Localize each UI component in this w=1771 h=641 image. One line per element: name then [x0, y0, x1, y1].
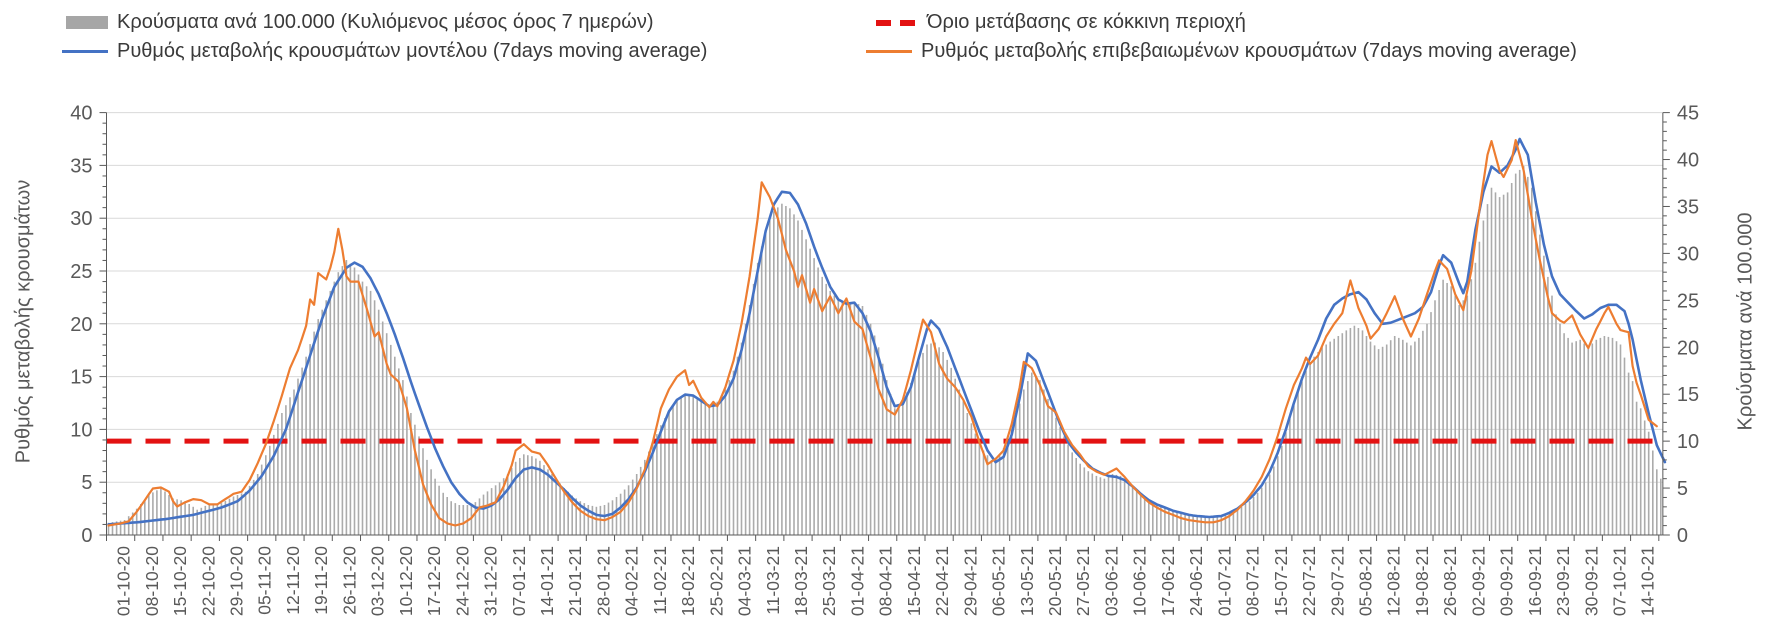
svg-text:30-09-21: 30-09-21: [1581, 546, 1601, 616]
svg-text:20: 20: [70, 314, 92, 336]
svg-text:20-05-21: 20-05-21: [1045, 546, 1065, 616]
svg-text:27-05-21: 27-05-21: [1073, 546, 1093, 616]
legend-label-cases-bars: Κρούσματα ανά 100.000 (Κυλιόμενος μέσος …: [117, 11, 654, 33]
svg-text:07-01-21: 07-01-21: [509, 546, 529, 616]
svg-text:5: 5: [1677, 478, 1688, 500]
left-axis-tick-labels: 0 5 10 15 20 25 30 35 40: [70, 103, 92, 547]
svg-text:25-03-21: 25-03-21: [819, 546, 839, 616]
svg-text:29-04-21: 29-04-21: [960, 546, 980, 616]
legend-label-confirmed-rate: Ρυθμός μεταβολής επιβεβαιωμένων κρουσμάτ…: [921, 40, 1577, 62]
svg-text:15-07-21: 15-07-21: [1271, 546, 1291, 616]
legend-label-red-threshold: Όριο μετάβασης σε κόκκινη περιοχή: [927, 11, 1246, 33]
x-axis-tick-labels: 01-10-20 08-10-20 15-10-20 22-10-20 29-10-20…: [114, 546, 1658, 616]
svg-text:15: 15: [70, 367, 92, 389]
svg-text:35: 35: [70, 155, 92, 177]
svg-text:17-06-21: 17-06-21: [1158, 546, 1178, 616]
svg-text:21-01-21: 21-01-21: [565, 546, 585, 616]
svg-text:28-01-21: 28-01-21: [593, 546, 613, 616]
svg-text:0: 0: [1677, 525, 1688, 547]
svg-text:01-07-21: 01-07-21: [1214, 546, 1234, 616]
svg-text:07-10-21: 07-10-21: [1610, 546, 1630, 616]
svg-text:22-10-20: 22-10-20: [198, 546, 218, 616]
dashed-line-swatch-icon: [876, 19, 918, 26]
svg-text:10: 10: [1677, 431, 1699, 453]
svg-text:5: 5: [81, 472, 92, 494]
svg-text:12-08-21: 12-08-21: [1384, 546, 1404, 616]
legend-item-model-rate: Ρυθμός μεταβολής κρουσμάτων μοντέλου (7d…: [62, 40, 707, 63]
svg-text:01-04-21: 01-04-21: [847, 546, 867, 616]
cases-bars-series: [107, 166, 1662, 536]
x-axis: [106, 534, 1663, 541]
svg-text:0: 0: [81, 525, 92, 547]
legend-label-model-rate: Ρυθμός μεταβολής κρουσμάτων μοντέλου (7d…: [117, 40, 708, 62]
svg-text:19-08-21: 19-08-21: [1412, 546, 1432, 616]
right-axis: [1662, 112, 1670, 536]
svg-text:04-02-21: 04-02-21: [622, 546, 642, 616]
svg-text:15-04-21: 15-04-21: [904, 546, 924, 616]
legend-item-cases-bars: Κρούσματα ανά 100.000 (Κυλιόμενος μέσος …: [66, 11, 654, 34]
svg-text:26-11-20: 26-11-20: [339, 546, 359, 615]
right-axis-tick-labels: 0 5 10 15 20 25 30 35 40 45: [1677, 103, 1699, 547]
svg-text:01-10-20: 01-10-20: [114, 546, 134, 616]
svg-text:09-09-21: 09-09-21: [1497, 546, 1517, 616]
svg-text:12-11-20: 12-11-20: [283, 546, 303, 615]
legend-item-red-threshold: Όριο μετάβασης σε κόκκινη περιοχή: [876, 11, 1246, 34]
svg-text:40: 40: [1677, 150, 1699, 172]
svg-text:30: 30: [1677, 243, 1699, 265]
svg-text:25: 25: [1677, 290, 1699, 312]
svg-text:11-03-21: 11-03-21: [763, 546, 783, 615]
svg-text:18-03-21: 18-03-21: [791, 546, 811, 616]
svg-text:10-12-20: 10-12-20: [396, 546, 416, 616]
svg-text:05-08-21: 05-08-21: [1355, 546, 1375, 616]
line-swatch-icon: [62, 50, 108, 53]
svg-text:24-12-20: 24-12-20: [452, 546, 472, 616]
svg-text:35: 35: [1677, 196, 1699, 218]
bar-swatch-icon: [66, 16, 108, 29]
svg-text:15-10-20: 15-10-20: [170, 546, 190, 616]
model-rate-line: [107, 137, 1667, 526]
svg-text:24-06-21: 24-06-21: [1186, 546, 1206, 616]
svg-text:20: 20: [1677, 337, 1699, 359]
svg-text:03-12-20: 03-12-20: [368, 546, 388, 616]
legend-item-confirmed-rate: Ρυθμός μεταβολής επιβεβαιωμένων κρουσμάτ…: [866, 40, 1577, 63]
svg-text:14-01-21: 14-01-21: [537, 546, 557, 616]
svg-text:04-03-21: 04-03-21: [735, 546, 755, 616]
svg-text:05-11-20: 05-11-20: [255, 546, 275, 615]
svg-text:17-12-20: 17-12-20: [424, 546, 444, 616]
svg-text:03-06-21: 03-06-21: [1101, 546, 1121, 616]
svg-text:02-09-21: 02-09-21: [1468, 546, 1488, 616]
svg-text:23-09-21: 23-09-21: [1553, 546, 1573, 616]
svg-text:45: 45: [1677, 103, 1699, 125]
svg-text:22-07-21: 22-07-21: [1299, 546, 1319, 616]
svg-text:10: 10: [70, 419, 92, 441]
svg-text:08-07-21: 08-07-21: [1243, 546, 1263, 616]
confirmed-rate-line: [107, 139, 1658, 527]
svg-text:13-05-21: 13-05-21: [1017, 546, 1037, 616]
svg-text:14-10-21: 14-10-21: [1638, 546, 1658, 616]
line-swatch-icon: [866, 50, 912, 53]
svg-text:15: 15: [1677, 384, 1699, 406]
svg-text:16-09-21: 16-09-21: [1525, 546, 1545, 616]
svg-text:30: 30: [70, 208, 92, 230]
svg-text:08-10-20: 08-10-20: [142, 546, 162, 616]
svg-text:25-02-21: 25-02-21: [706, 546, 726, 616]
svg-text:18-02-21: 18-02-21: [678, 546, 698, 616]
svg-text:26-08-21: 26-08-21: [1440, 546, 1460, 616]
svg-text:11-02-21: 11-02-21: [650, 546, 670, 615]
svg-text:22-04-21: 22-04-21: [932, 546, 952, 616]
svg-text:10-06-21: 10-06-21: [1130, 546, 1150, 616]
svg-text:25: 25: [70, 261, 92, 283]
svg-text:29-10-20: 29-10-20: [227, 546, 247, 616]
left-axis: [99, 112, 107, 536]
svg-text:29-07-21: 29-07-21: [1327, 546, 1347, 616]
svg-text:08-04-21: 08-04-21: [876, 546, 896, 616]
svg-text:40: 40: [70, 103, 92, 125]
svg-text:19-11-20: 19-11-20: [311, 546, 331, 615]
svg-text:31-12-20: 31-12-20: [481, 546, 501, 616]
svg-text:06-05-21: 06-05-21: [989, 546, 1009, 616]
